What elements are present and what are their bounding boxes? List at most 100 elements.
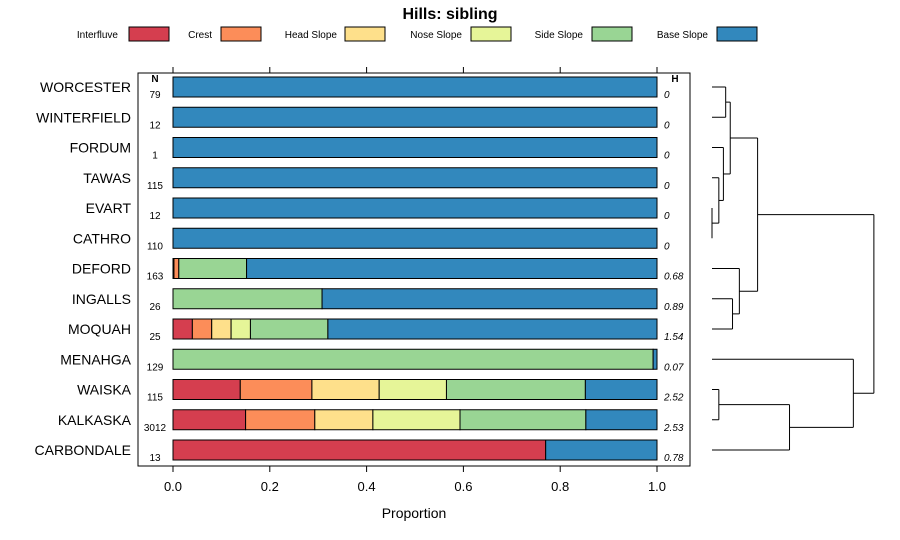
legend-label: Head Slope — [285, 30, 338, 41]
bar-segment — [172, 318, 193, 340]
legend-swatch — [128, 26, 170, 42]
category-label: CARBONDALE — [35, 442, 131, 458]
chart-title: Hills: sibling — [402, 6, 497, 23]
n-column-header: N — [151, 74, 158, 85]
bar-segment — [211, 318, 232, 340]
h-value: 0.68 — [664, 272, 684, 283]
n-value: 12 — [149, 211, 161, 222]
x-axis: 0.0 0.2 0.4 0.6 0.8 1.0 — [164, 67, 666, 494]
bar-segment — [172, 106, 658, 128]
h-value: 0 — [664, 211, 670, 222]
bar-segment — [372, 409, 461, 431]
category-label: TAWAS — [83, 170, 131, 186]
h-value: 2.53 — [663, 423, 684, 434]
legend-label: Side Slope — [535, 30, 584, 41]
n-value: 13 — [149, 453, 161, 464]
x-tick-label: 1.0 — [648, 479, 666, 494]
h-value: 0 — [664, 151, 670, 162]
h-value: 2.52 — [663, 393, 684, 404]
h-value: 0 — [664, 120, 670, 131]
category-labels: WORCESTER 79 0 WINTERFIELD 12 0 FORDUM 1 0 TAWAS 1… — [35, 79, 684, 464]
bar-segment — [230, 318, 251, 340]
n-value: 12 — [149, 120, 161, 131]
h-value: 0 — [664, 241, 670, 252]
bar-segment — [246, 258, 658, 279]
n-value: 1 — [152, 151, 158, 162]
category-label: MOQUAH — [68, 321, 131, 337]
legend: Interfluve Crest Head Slope Nose Slope Side … — [77, 26, 758, 42]
bar-segment — [172, 197, 658, 219]
bar-segment — [172, 167, 658, 189]
category-label: CATHRO — [73, 230, 131, 246]
bar-segment — [172, 227, 658, 249]
h-column-header: H — [671, 74, 678, 85]
legend-swatch — [591, 26, 633, 42]
bar-segment — [311, 379, 380, 400]
bar-segment — [173, 258, 180, 279]
bar-segment — [239, 379, 313, 400]
bar-segment — [172, 439, 547, 461]
category-label: DEFORD — [72, 261, 131, 277]
legend-swatch — [470, 26, 512, 42]
dendrogram — [711, 86, 875, 451]
bar-segment — [314, 409, 374, 431]
legend-label: Interfluve — [77, 30, 119, 41]
legend-swatch — [220, 26, 262, 42]
x-tick-label: 0.4 — [358, 479, 376, 494]
bar-segment — [585, 409, 658, 431]
bar-segment — [652, 348, 658, 370]
bar-segment — [249, 318, 329, 340]
legend-label: Base Slope — [657, 30, 709, 41]
category-label: MENAHGA — [60, 351, 131, 367]
bars-group — [172, 76, 658, 461]
bar-segment — [172, 409, 247, 431]
bar-segment — [445, 379, 586, 400]
x-tick-label: 0.0 — [164, 479, 182, 494]
x-tick-label: 0.6 — [454, 479, 472, 494]
bar-segment — [245, 409, 316, 431]
h-value: 1.54 — [664, 332, 684, 343]
bar-segment — [545, 439, 658, 461]
n-value: 163 — [147, 272, 164, 283]
x-tick-label: 0.2 — [261, 479, 279, 494]
bar-segment — [327, 318, 658, 340]
category-label: KALKASKA — [58, 412, 132, 428]
n-value: 3012 — [144, 423, 167, 434]
category-label: EVART — [86, 200, 132, 216]
legend-swatch — [344, 26, 386, 42]
bar-segment — [172, 137, 658, 158]
bar-segment — [378, 379, 447, 400]
category-label: WORCESTER — [40, 79, 131, 95]
h-value: 0 — [664, 90, 670, 101]
bar-segment — [172, 288, 323, 310]
plot-frame — [137, 72, 691, 467]
n-value: 115 — [147, 181, 163, 192]
category-label: FORDUM — [70, 140, 131, 156]
bar-segment — [584, 379, 658, 400]
n-value: 110 — [147, 241, 163, 252]
h-value: 0.07 — [664, 362, 684, 373]
legend-label: Nose Slope — [410, 30, 462, 41]
h-value: 0.89 — [664, 302, 684, 313]
category-label: WAISKA — [77, 382, 132, 398]
category-label: INGALLS — [72, 291, 131, 307]
h-value: 0.78 — [664, 453, 684, 464]
bar-segment — [172, 76, 658, 98]
bar-segment — [191, 318, 213, 340]
bar-segment — [172, 348, 654, 370]
x-axis-title: Proportion — [382, 505, 447, 521]
n-value: 25 — [149, 332, 161, 343]
bar-segment — [178, 258, 248, 279]
n-value: 79 — [149, 90, 161, 101]
bar-segment — [172, 379, 241, 400]
h-value: 0 — [664, 181, 670, 192]
legend-label: Crest — [188, 30, 212, 41]
n-value: 129 — [147, 362, 164, 373]
bar-segment — [321, 288, 658, 310]
x-tick-label: 0.8 — [551, 479, 569, 494]
n-value: 115 — [147, 393, 163, 404]
category-label: WINTERFIELD — [36, 109, 131, 125]
n-value: 26 — [149, 302, 161, 313]
bar-segment — [459, 409, 587, 431]
